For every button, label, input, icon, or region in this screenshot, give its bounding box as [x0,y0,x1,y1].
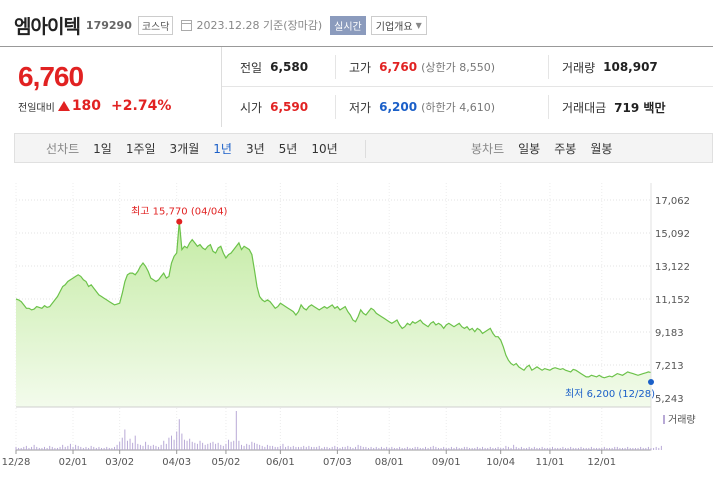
stat-value: 108,907 [603,60,658,74]
stat-amount: 거래대금 719 백만 [562,87,665,127]
y-tick-label: 9,183 [655,328,684,339]
divider [335,55,336,79]
stat-sub: (하한가 4,610) [421,101,495,114]
current-price: 6,760 [18,61,84,92]
tab-10y[interactable]: 10년 [311,141,338,156]
candle-chart-label: 봉차트 [471,141,505,156]
stats-row: 시가 6,590 저가 6,200 (하한가 4,610) 거래대금 719 백… [222,87,713,127]
x-tick-label: 12/01 [587,457,616,468]
tab-monthly-candle[interactable]: 월봉 [590,141,613,156]
stat-value: 6,200 [379,100,418,114]
change-value: 180 [71,98,102,114]
stock-name[interactable]: 엠아이텍 [14,15,81,38]
stat-label: 거래대금 [562,100,607,115]
base-date: 2023.12.28 기준(장마감) [196,19,323,32]
y-tick-label: 5,243 [655,394,684,405]
x-tick-label: 12/28 [2,457,31,468]
stat-label: 거래량 [562,60,596,75]
company-info-dropdown[interactable]: 기업개요 ▼ [370,15,427,35]
stat-label: 저가 [349,100,372,115]
line-chart-label: 선차트 [46,141,80,156]
price-stats-table: 전일 6,580 고가 6,760 (상한가 8,550) 거래량 108,90… [222,47,713,127]
x-tick-label: 06/01 [266,457,295,468]
x-tick-label: 03/02 [105,457,134,468]
stats-row: 전일 6,580 고가 6,760 (상한가 8,550) 거래량 108,90… [222,47,713,87]
y-tick-label: 13,122 [655,262,690,273]
price-chart-svg: 17,062 15,092 13,122 11,152 9,183 7,213 5,243 거… [2,183,696,468]
tab-1y[interactable]: 1년 [213,141,232,156]
y-tick-label: 11,152 [655,295,690,306]
divider [548,95,549,119]
x-tick-label: 04/03 [162,457,191,468]
y-tick-label: 15,092 [655,229,690,240]
candle-tabs: 봉차트 일봉 주봉 월봉 [471,140,612,157]
x-tick-label: 08/01 [375,457,404,468]
stat-value: 6,580 [270,60,309,74]
stat-prev-close: 전일 6,580 [240,47,308,87]
divider [335,95,336,119]
stat-label: 시가 [240,100,263,115]
company-info-label: 기업개요 [375,21,413,33]
price-chart[interactable]: 17,062 15,092 13,122 11,152 9,183 7,213 5,243 거… [0,163,713,492]
chevron-down-icon: ▼ [415,20,422,30]
x-tick-label: 07/03 [323,457,352,468]
stat-high: 고가 6,760 (상한가 8,550) [349,47,495,87]
stock-header: 엠아이텍 179290 코스닥 2023.12.28 기준(장마감) 실시간 기… [14,10,427,40]
tab-5y[interactable]: 5년 [278,141,298,156]
divider [548,55,549,79]
realtime-button[interactable]: 실시간 [330,15,366,35]
x-tick-label: 05/02 [212,457,241,468]
divider [365,140,366,158]
up-triangle-icon [57,101,70,111]
current-price-box: 6,760 전일대비 180 +2.74% [0,47,222,127]
price-line [15,221,652,379]
change-label: 전일대비 [18,102,55,114]
min-label: 최저 6,200 (12/28) [565,388,655,400]
stat-value: 719 백만 [614,100,666,115]
volume-label: 거래량 [668,414,696,426]
stat-value: 6,590 [270,100,309,114]
tab-1d[interactable]: 1일 [93,141,112,156]
min-point [648,378,654,385]
price-change: 전일대비 180 +2.74% [18,98,171,114]
stat-label: 전일 [240,60,263,75]
y-tick-label: 7,213 [655,361,684,372]
stat-value: 6,760 [379,60,418,74]
x-tick-label: 10/04 [486,457,515,468]
stat-label: 고가 [349,60,372,75]
tab-weekly-candle[interactable]: 주봉 [554,141,577,156]
max-label: 최고 15,770 (04/04) [131,206,227,218]
x-tick-label: 11/01 [536,457,565,468]
y-tick-label: 17,062 [655,196,690,207]
stat-open: 시가 6,590 [240,87,308,127]
change-percent: +2.74% [111,98,172,114]
x-tick-label: 02/01 [59,457,88,468]
tab-daily-candle[interactable]: 일봉 [518,141,541,156]
tab-3y[interactable]: 3년 [245,141,265,156]
calendar-icon [181,19,193,31]
stat-low: 저가 6,200 (하한가 4,610) [349,87,495,127]
market-badge: 코스닥 [137,15,174,35]
stock-code: 179290 [85,18,132,32]
max-point [176,218,183,225]
stat-volume: 거래량 108,907 [562,47,658,87]
tab-1w[interactable]: 1주일 [125,141,156,156]
chart-period-tabs: 선차트 1일 1주일 3개월 1년 3년 5년 10년 봉차트 일봉 주봉 월봉 [14,133,713,163]
x-tick-label: 09/01 [432,457,461,468]
stat-sub: (상한가 8,550) [421,61,495,74]
header-divider [0,46,713,47]
tab-3m[interactable]: 3개월 [169,141,200,156]
price-area [16,221,651,407]
